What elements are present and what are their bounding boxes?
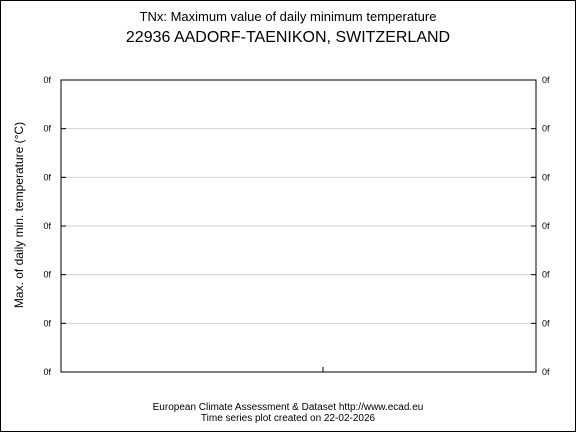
y-tick-label-right: 0f bbox=[542, 270, 550, 280]
y-tick-label-right: 0f bbox=[542, 318, 550, 328]
y-tick-label-right: 0f bbox=[542, 367, 550, 377]
y-tick-label-right: 0f bbox=[542, 75, 550, 85]
y-tick-label-left: 0f bbox=[43, 75, 51, 85]
chart-title: TNx: Maximum value of daily minimum temp… bbox=[140, 9, 437, 24]
y-axis-ticks: 0f 0f 0f 0f 0f 0f 0f 0f 0f 0f 0f 0f 0f 0f bbox=[43, 75, 550, 377]
y-tick-label-right: 0f bbox=[542, 124, 550, 134]
y-tick-label-left: 0f bbox=[43, 172, 51, 182]
footer-created: Time series plot created on 22-02-2026 bbox=[201, 413, 376, 424]
y-tick-label-left: 0f bbox=[43, 221, 51, 231]
y-tick-label-left: 0f bbox=[43, 318, 51, 328]
y-tick-label-left: 0f bbox=[43, 270, 51, 280]
y-axis-label: Max. of daily min. temperature (°C) bbox=[12, 122, 26, 308]
y-tick-label-left: 0f bbox=[43, 124, 51, 134]
y-tick-label-left: 0f bbox=[43, 367, 51, 377]
y-tick-label-right: 0f bbox=[542, 172, 550, 182]
y-tick-label-right: 0f bbox=[542, 221, 550, 231]
chart-subtitle: 22936 AADORF-TAENIKON, SWITZERLAND bbox=[126, 29, 450, 46]
footer-credit: European Climate Assessment & Dataset ht… bbox=[153, 402, 424, 413]
grid-lines bbox=[61, 128, 536, 324]
